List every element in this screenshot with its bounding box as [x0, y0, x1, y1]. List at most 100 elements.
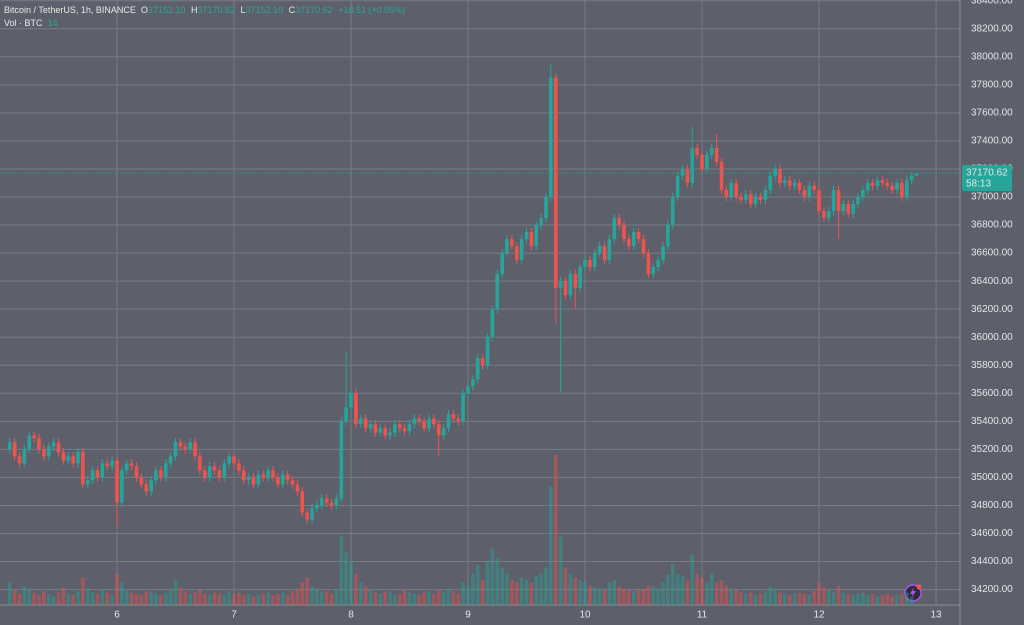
price-axis-panel [960, 0, 1024, 625]
candle-body [505, 239, 509, 254]
volume-bar [290, 591, 295, 605]
candle-body [110, 460, 114, 467]
candle-body [641, 239, 646, 254]
volume-bar [700, 577, 704, 605]
volume-bar [85, 588, 90, 605]
candle-body [173, 442, 178, 457]
candle-body [407, 424, 412, 432]
volume-bar [631, 591, 636, 605]
candle-body [349, 393, 353, 408]
candle-body [514, 246, 519, 261]
volume-bar [485, 561, 490, 605]
candle-body [607, 239, 612, 261]
volume-bar [276, 593, 280, 605]
candle-body [817, 189, 821, 212]
volume-bar [724, 586, 729, 605]
volume-bar [412, 593, 417, 605]
candle-body [510, 239, 514, 247]
candle-body [402, 428, 407, 432]
candle-body [285, 474, 290, 481]
candle-body [812, 185, 816, 190]
volume-bar [890, 596, 894, 605]
candle-body [685, 168, 690, 183]
volume-bar [173, 580, 178, 605]
volume-bar [76, 591, 80, 605]
volume-label[interactable]: Vol · BTC [4, 18, 43, 28]
volume-bar [354, 573, 358, 605]
volume-bar [826, 590, 831, 605]
candle-body [22, 449, 27, 464]
volume-bar [159, 595, 163, 605]
y-tick-label: 34600.00 [971, 528, 1013, 539]
candle-body [154, 470, 158, 481]
volume-bar [90, 592, 95, 605]
x-tick-label: 10 [579, 610, 591, 621]
candle-body [485, 337, 490, 366]
last-price-tag [962, 165, 1012, 192]
volume-bar [568, 573, 573, 605]
candle-body [646, 253, 651, 275]
volume-bar [329, 593, 334, 605]
candle-body [373, 424, 378, 433]
volume-bar [378, 593, 383, 605]
candle-body [427, 418, 431, 429]
volume-bar [124, 590, 129, 605]
volume-bar [471, 573, 475, 605]
volume-bar [417, 595, 422, 605]
symbol[interactable]: Bitcoin / TetherUS, 1h, BINANCE [4, 5, 136, 15]
volume-bar [705, 582, 709, 605]
volume-bar [22, 586, 27, 605]
volume-bar [904, 592, 909, 605]
volume-bar [256, 595, 261, 605]
y-tick-label: 35400.00 [971, 416, 1013, 427]
candle-body [310, 508, 314, 520]
candle-body [744, 194, 748, 200]
volume-bar [563, 567, 568, 605]
volume-bar [787, 595, 792, 605]
candle-body [568, 274, 573, 296]
candle-body [120, 470, 124, 503]
volume-bar [149, 592, 153, 605]
candle-body [300, 491, 305, 513]
candle-body [168, 456, 173, 464]
candle-body [631, 232, 636, 247]
volume-bar [500, 567, 504, 605]
candle-body [895, 182, 899, 190]
candle-body [602, 246, 607, 261]
y-tick-label: 36200.00 [971, 304, 1013, 315]
volume-bar [690, 555, 695, 605]
volume-bar [617, 586, 621, 605]
volume-bar [880, 595, 885, 605]
volume-bar [734, 590, 738, 605]
candle-body [651, 267, 656, 275]
candle-body [558, 281, 563, 289]
volume-bar [397, 593, 402, 605]
volume-bar [349, 561, 353, 605]
volume-bar [778, 592, 782, 605]
candle-body [656, 260, 660, 268]
candle-body [783, 180, 787, 183]
volume-bar [646, 585, 651, 605]
candle-body [422, 421, 426, 429]
candle-body [237, 463, 241, 471]
volume-bar [42, 591, 46, 605]
volume-bar [573, 577, 578, 605]
volume-bar [578, 580, 582, 605]
candle-body [354, 393, 358, 425]
volume-bar [602, 590, 607, 605]
candle-body [695, 147, 699, 155]
candle-body [617, 218, 621, 226]
volume-bar [227, 591, 231, 605]
volume-bar [37, 595, 41, 605]
candle-body [446, 414, 451, 429]
candle-body [856, 196, 860, 205]
y-tick-label: 38200.00 [971, 23, 1013, 34]
candle-body [519, 239, 524, 261]
volume-bar [232, 593, 236, 605]
volume-bar [588, 586, 592, 605]
candle-body [495, 274, 500, 310]
candle-body [290, 480, 295, 485]
volume-bar [549, 486, 553, 605]
candle-body [17, 456, 22, 464]
volume-bar [280, 592, 285, 605]
